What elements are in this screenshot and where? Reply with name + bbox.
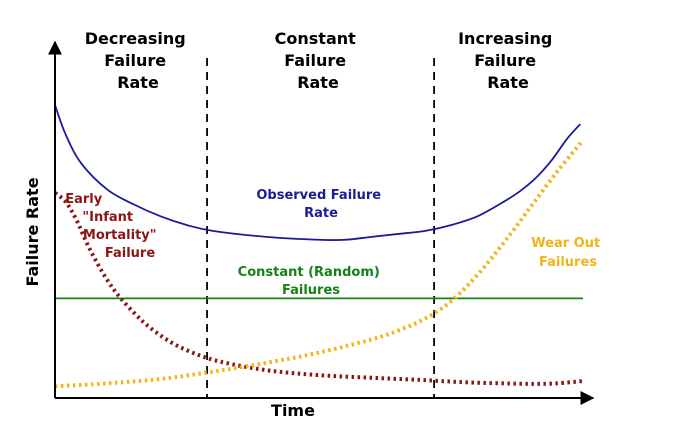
wearout-label-line: Wear Out xyxy=(531,236,600,251)
infant-label-line: "Infant xyxy=(82,210,133,225)
region-title-decreasing-line: Rate xyxy=(117,73,159,92)
infant-label: Early "Infant Mortality" Failure xyxy=(65,192,161,261)
region-title-increasing: Increasing Failure Rate xyxy=(458,29,558,92)
random-label-line: Constant (Random) xyxy=(238,265,380,280)
y-axis-label: Failure Rate xyxy=(23,177,42,286)
wearout-label-line: Failures xyxy=(539,255,597,270)
wearout-label: Wear Out Failures xyxy=(531,236,604,270)
observed-label-line: Rate xyxy=(304,206,338,221)
region-title-increasing-line: Failure xyxy=(474,51,536,70)
region-title-decreasing: Decreasing Failure Rate xyxy=(85,29,192,92)
infant-curve xyxy=(53,191,584,386)
region-title-increasing-line: Rate xyxy=(487,73,529,92)
observed-label: Observed Failure Rate xyxy=(256,188,385,221)
random-label: Constant (Random) Failures xyxy=(238,265,385,298)
infant-label-line: Early xyxy=(65,192,103,207)
region-title-constant-line: Constant xyxy=(275,29,356,48)
infant-label-line: Failure xyxy=(105,246,155,261)
region-title-constant-line: Rate xyxy=(297,73,339,92)
wearout-curve xyxy=(54,138,585,389)
observed-label-line: Observed Failure xyxy=(256,188,381,203)
region-title-decreasing-line: Decreasing xyxy=(85,29,186,48)
region-title-constant-line: Failure xyxy=(284,51,346,70)
x-axis-label: Time xyxy=(271,401,315,420)
observed-curve xyxy=(54,104,582,242)
region-title-constant: Constant Failure Rate xyxy=(275,29,362,92)
region-title-increasing-line: Increasing xyxy=(458,29,552,48)
region-title-decreasing-line: Failure xyxy=(104,51,166,70)
infant-label-line: Mortality" xyxy=(83,228,157,243)
random-label-line: Failures xyxy=(282,283,340,298)
